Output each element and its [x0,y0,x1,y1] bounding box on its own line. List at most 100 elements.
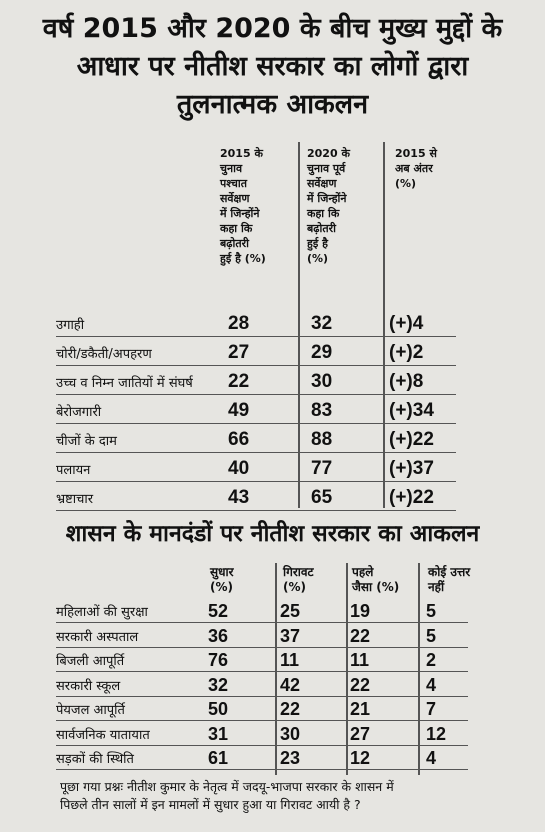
table2-header-line: जैसा (%) [352,580,400,594]
row-label: भ्रष्टाचार [56,492,94,507]
cell-a: 36 [208,625,229,646]
cell-v2015: 43 [228,487,250,508]
table1-divider-1 [298,142,300,508]
table2-header-same: पहले जैसा (%) [352,565,416,595]
table2-header-improve: सुधार (%) [210,565,270,595]
table1-divider-2 [383,142,385,508]
table2-row: सार्वजनिक यातायात 31 30 27 12 [56,723,468,746]
cell-c: 11 [350,650,370,670]
cell-v2015: 28 [228,313,250,334]
cell-c: 27 [350,723,371,744]
table1-row: चोरी/डकैती/अपहरण 27 29 (+)2 [56,337,456,366]
table2-row: पेयजल आपूर्ति 50 22 21 7 [56,698,468,721]
table2-row: सरकारी अस्पताल 36 37 22 5 [56,625,468,648]
cell-diff: (+)22 [389,429,434,450]
footnote-line-1: पूछा गया प्रश्नः नीतीश कुमार के नेतृत्व … [60,779,394,794]
row-label: सार्वजनिक यातायात [56,727,150,743]
table1-header-2020: 2020 के चुनाव पूर्व सर्वेक्षण में जिन्होंने… [307,146,387,266]
table1-header-line: बढ़ोतरी [307,222,336,235]
table1-header-line: 2015 से [395,147,437,160]
table2-header-line: पहले [352,565,374,579]
cell-b: 25 [280,601,301,621]
cell-diff: (+)2 [389,342,424,363]
title-line-2: आधार पर नीतीश सरकार का लोगों द्वारा [76,51,469,82]
cell-v2020: 30 [311,371,333,392]
cell-v2020: 77 [311,458,333,479]
cell-a: 50 [208,699,229,719]
row-label: सड़कों की स्थिति [56,752,134,767]
table1-header-line: हुई है [307,237,328,250]
table2-header-line: नहीं [428,580,445,594]
table1-header-line: 2015 के [220,147,263,160]
table1-header-line: सर्वेक्षण [307,177,337,190]
cell-c: 22 [350,625,371,646]
table2-header-line: गिरावट [283,565,314,579]
cell-d: 12 [426,723,447,744]
cell-diff: (+)34 [389,400,434,421]
cell-d: 7 [426,699,437,719]
table2-divider-1 [275,563,277,775]
cell-v2015: 22 [228,371,250,392]
table1-header-line: बढ़ोतरी [220,237,249,250]
cell-v2020: 88 [311,429,333,450]
table1-row: उच्च व निम्न जातियों में संघर्ष 22 30 (+)8 [56,366,456,395]
table2-row: महिलाओं की सुरक्षा 52 25 19 5 [56,600,468,623]
cell-diff: (+)37 [389,458,434,479]
cell-v2015: 40 [228,458,250,479]
table1-header-line: हुई है (%) [220,252,266,265]
table2-row: सड़कों की स्थिति 61 23 12 4 [56,747,468,770]
footnote-line-2: पिछले तीन सालों में इन मामलों में सुधार … [60,797,361,812]
cell-d: 5 [426,601,437,621]
table2-header-noanswer: कोई उत्तर नहीं [428,565,498,595]
cell-v2020: 65 [311,487,333,508]
table1-row: भ्रष्टाचार 43 65 (+)22 [56,482,456,511]
table2-header-line: (%) [210,580,233,594]
cell-b: 42 [280,674,301,695]
cell-a: 32 [208,674,229,695]
table2-header-line: कोई उत्तर [428,565,471,579]
cell-a: 61 [208,748,229,768]
table2-divider-3 [418,563,420,775]
cell-b: 30 [280,723,301,744]
cell-diff: (+)8 [389,371,424,392]
row-label: पेयजल आपूर्ति [56,703,125,718]
cell-v2015: 27 [228,342,250,363]
cell-c: 12 [350,748,371,768]
cell-d: 2 [426,650,437,670]
row-label: उच्च व निम्न जातियों में संघर्ष [56,376,193,391]
row-label: सरकारी अस्पताल [56,629,139,645]
row-label: चीजों के दाम [56,434,117,449]
table1-header-line: कहा कि [307,207,340,220]
table1-header-line: चुनाव [220,162,243,175]
cell-v2020: 32 [311,313,333,334]
cell-v2020: 83 [311,400,333,421]
row-label: उगाही [56,318,85,333]
row-label: सरकारी स्कूल [56,678,121,694]
table2-divider-2 [346,563,348,775]
table1-row: बेरोजगारी 49 83 (+)34 [56,395,456,424]
row-label: बिजली आपूर्ति [56,654,125,669]
cell-b: 23 [280,748,301,768]
table1-row: चीजों के दाम 66 88 (+)22 [56,424,456,453]
cell-c: 21 [350,699,371,719]
table1-header-diff: 2015 से अब अंतर (%) [395,146,475,191]
table1-header-line: अब अंतर [395,162,433,175]
cell-a: 52 [208,601,229,621]
table1-header-line: में जिन्होंने [307,192,347,205]
table2-header-decline: गिरावट (%) [283,565,343,595]
section-subtitle: शासन के मानदंडों पर नीतीश सरकार का आकलन [65,521,480,547]
table1-header-line: चुनाव पूर्व [307,162,346,175]
cell-diff: (+)4 [389,313,424,334]
table1-header-line: 2020 के [307,147,350,160]
table1-header-line: में जिन्होंने [220,207,260,220]
table2-header-line: (%) [283,580,306,594]
cell-c: 19 [350,601,371,621]
row-label: पलायन [56,463,91,478]
title-line-1: वर्ष 2015 और 2020 के बीच मुख्य मुद्दों क… [42,13,503,44]
table1-row: उगाही 28 32 (+)4 [56,308,456,337]
table1-header-line: (%) [307,252,329,265]
cell-d: 4 [426,748,437,768]
cell-d: 4 [426,674,437,695]
table1-header-line: कहा कि [220,222,253,235]
cell-v2015: 66 [228,429,250,450]
